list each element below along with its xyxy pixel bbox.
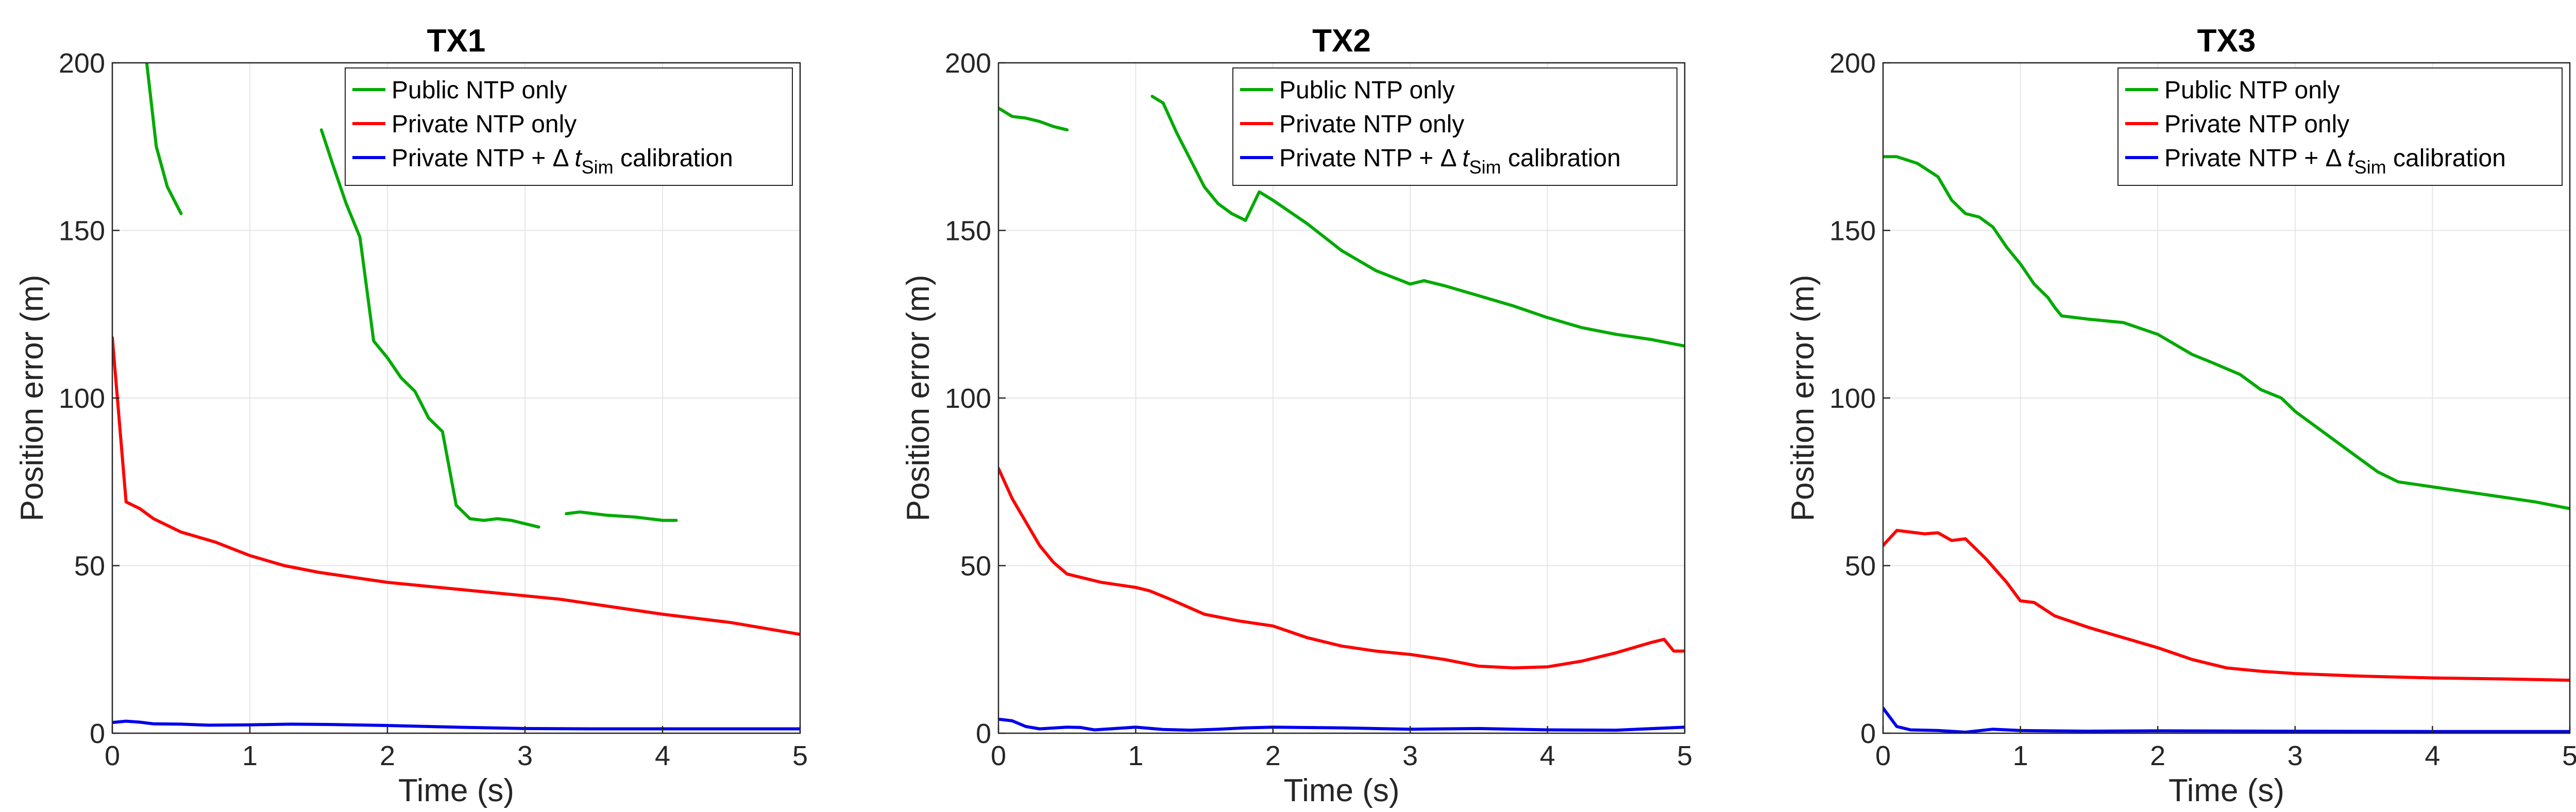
legend-box <box>1232 67 1677 186</box>
series-line-private <box>1883 529 2570 682</box>
legend-label-private: Private NTP only <box>392 111 577 138</box>
x-tick-label: 5 <box>2562 740 2576 771</box>
y-axis-label: Position error (m) <box>1785 275 1821 522</box>
y-tick-label: 200 <box>1829 48 1876 79</box>
chart-title: TX3 <box>2197 23 2256 59</box>
legend-label-public: Public NTP only <box>2164 77 2340 104</box>
series-line-public <box>319 128 540 529</box>
x-tick-label: 3 <box>517 740 533 771</box>
series-line-private <box>112 336 800 636</box>
y-tick-label: 0 <box>90 718 105 749</box>
x-tick-label: 3 <box>1402 740 1418 771</box>
series-line-public <box>1150 95 1685 348</box>
y-tick-label: 150 <box>1829 216 1876 247</box>
series-line-private <box>998 467 1685 670</box>
x-tick-label: 0 <box>105 740 120 771</box>
x-tick-label: 0 <box>991 740 1006 771</box>
series-line-public <box>998 106 1069 132</box>
series-line-calib <box>112 719 800 731</box>
x-tick-label: 1 <box>242 740 258 771</box>
legend-label-calib: Private NTP + Δ tSim calibration <box>2164 145 2506 178</box>
y-tick-label: 0 <box>1860 718 1876 749</box>
y-tick-label: 50 <box>74 551 105 582</box>
legend-label-calib: Private NTP + Δ tSim calibration <box>1279 145 1621 178</box>
legend-label-private: Private NTP only <box>1279 111 1464 138</box>
y-tick-label: 100 <box>59 383 105 414</box>
series-line-calib <box>998 717 1685 732</box>
y-tick-label: 150 <box>945 216 991 247</box>
chart-title: TX1 <box>427 23 486 59</box>
y-axis-label: Position error (m) <box>901 275 936 522</box>
x-axis-label: Time (s) <box>398 773 514 808</box>
series-line-public <box>1883 155 2570 510</box>
x-tick-label: 2 <box>380 740 395 771</box>
y-tick-label: 50 <box>1845 551 1876 582</box>
x-tick-label: 2 <box>2150 740 2165 771</box>
series-line-public <box>565 510 678 522</box>
legend-label-private: Private NTP only <box>2164 111 2349 138</box>
legend: Public NTP only Private NTP only Private N… <box>2117 67 2563 186</box>
legend-label-public: Public NTP only <box>1279 77 1455 104</box>
legend-label-calib: Private NTP + Δ tSim calibration <box>392 145 733 178</box>
y-tick-label: 150 <box>59 216 105 247</box>
y-tick-label: 0 <box>976 718 991 749</box>
x-tick-label: 5 <box>792 740 808 771</box>
x-tick-label: 4 <box>1540 740 1555 771</box>
x-axis-label: Time (s) <box>2168 773 2284 808</box>
chart-title: TX2 <box>1312 23 1371 59</box>
y-tick-label: 50 <box>960 551 991 582</box>
y-tick-label: 100 <box>945 383 991 414</box>
x-tick-label: 1 <box>2013 740 2028 771</box>
x-tick-label: 4 <box>655 740 670 771</box>
legend: Public NTP only Private NTP only Private N… <box>1232 67 1677 186</box>
series-line-public <box>145 63 183 215</box>
x-tick-label: 1 <box>1128 740 1143 771</box>
y-tick-label: 200 <box>945 48 991 79</box>
x-tick-label: 2 <box>1265 740 1281 771</box>
x-tick-label: 4 <box>2425 740 2440 771</box>
x-tick-label: 3 <box>2287 740 2303 771</box>
y-tick-label: 100 <box>1829 383 1876 414</box>
legend-box <box>2117 67 2563 186</box>
x-axis-label: Time (s) <box>1284 773 1400 808</box>
x-tick-label: 5 <box>1677 740 1692 771</box>
y-axis-label: Position error (m) <box>14 275 50 522</box>
legend-box <box>345 67 793 186</box>
legend-label-public: Public NTP only <box>392 77 567 104</box>
legend: Public NTP only Private NTP only Private N… <box>345 67 793 186</box>
y-tick-label: 200 <box>59 48 105 79</box>
series-line-calib <box>1883 706 2570 733</box>
x-tick-label: 0 <box>1875 740 1891 771</box>
